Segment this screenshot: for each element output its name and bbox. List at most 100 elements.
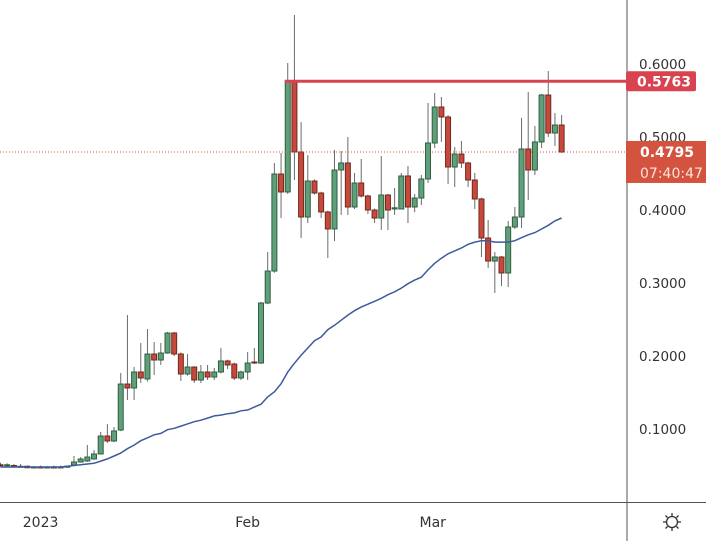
candle[interactable] [251, 347, 258, 365]
candle[interactable] [184, 354, 191, 376]
candle[interactable] [0, 462, 4, 467]
candle[interactable] [97, 431, 104, 455]
candle[interactable] [518, 118, 525, 229]
candle[interactable] [398, 172, 405, 210]
candle-body-down [404, 175, 411, 208]
candle[interactable] [411, 194, 418, 213]
candle-body-up [271, 173, 278, 272]
candle-body-up [144, 353, 151, 380]
candle[interactable] [157, 343, 164, 365]
candle[interactable] [371, 208, 378, 223]
candle-body-up [211, 371, 218, 378]
candle[interactable] [117, 373, 124, 432]
candle[interactable] [217, 347, 224, 374]
candle[interactable] [77, 457, 84, 463]
time-axis[interactable]: 2023 Feb Mar [23, 515, 446, 531]
candle[interactable] [298, 122, 305, 239]
candle[interactable] [244, 351, 251, 381]
candle[interactable] [551, 112, 558, 146]
candle[interactable] [431, 92, 438, 149]
candle[interactable] [425, 102, 432, 183]
candle-body-up [531, 141, 538, 171]
candle[interactable] [104, 424, 111, 444]
sun-icon[interactable] [663, 513, 681, 531]
resistance-price-tag: 0.5763 [626, 71, 696, 92]
candle-body-down [231, 363, 238, 379]
candle-body-down [498, 256, 505, 274]
candle[interactable] [404, 165, 411, 223]
candle-body-down [311, 180, 318, 194]
candle-body-down [291, 80, 298, 153]
candle[interactable] [378, 155, 385, 231]
candle-body-down [371, 209, 378, 219]
candle-body-up [244, 362, 251, 373]
candle[interactable] [131, 367, 138, 401]
candle[interactable] [171, 331, 178, 356]
candle[interactable] [124, 314, 131, 401]
candle[interactable] [451, 147, 458, 188]
candle[interactable] [144, 328, 151, 382]
candle[interactable] [438, 96, 445, 142]
candle[interactable] [358, 158, 365, 198]
candle[interactable] [271, 162, 278, 273]
candle[interactable] [511, 207, 518, 229]
candle-body-down [438, 106, 445, 118]
candle-body-down [191, 366, 198, 381]
candle[interactable] [291, 15, 298, 180]
price-tick-label: 0.6000 [639, 57, 686, 73]
candle[interactable] [558, 115, 565, 154]
candle[interactable] [84, 444, 91, 462]
time-tick-label: Mar [419, 515, 446, 531]
candle[interactable] [538, 93, 545, 149]
candle[interactable] [237, 370, 244, 381]
candle[interactable] [231, 362, 238, 381]
candle[interactable] [491, 251, 498, 294]
candle-body-up [284, 80, 291, 193]
candle[interactable] [478, 197, 485, 258]
candle[interactable] [111, 427, 118, 443]
candle-body-up [184, 366, 191, 375]
candle-body-up [197, 371, 204, 381]
candle[interactable] [531, 125, 538, 176]
candle-body-down [224, 360, 231, 366]
candle[interactable] [151, 341, 158, 375]
candle[interactable] [264, 251, 271, 305]
candle-body-down [458, 153, 465, 164]
candle[interactable] [211, 367, 218, 381]
candle[interactable] [137, 343, 144, 384]
candle[interactable] [91, 450, 98, 460]
candle[interactable] [384, 193, 391, 231]
candle[interactable] [338, 151, 345, 215]
candle[interactable] [197, 364, 204, 384]
candle[interactable] [364, 194, 371, 215]
candle[interactable] [471, 172, 478, 209]
candle[interactable] [191, 366, 198, 384]
candle[interactable] [505, 221, 512, 288]
resistance-price-label: 0.5763 [637, 74, 691, 90]
candle[interactable] [418, 175, 425, 206]
candle[interactable] [304, 155, 311, 223]
candle[interactable] [324, 210, 331, 259]
candle-body-down [151, 353, 158, 361]
candle[interactable] [278, 152, 285, 219]
candle[interactable] [164, 331, 171, 354]
candle[interactable] [445, 115, 452, 185]
candle[interactable] [498, 255, 505, 286]
candle[interactable] [224, 359, 231, 369]
candle[interactable] [311, 179, 318, 195]
candle[interactable] [318, 191, 325, 219]
candle[interactable] [465, 161, 472, 188]
candle-body-up [304, 180, 311, 218]
candle[interactable] [485, 220, 492, 269]
candle[interactable] [344, 137, 351, 215]
candle[interactable] [258, 301, 265, 365]
candle[interactable] [351, 172, 358, 209]
candle[interactable] [204, 364, 211, 381]
candle[interactable] [331, 149, 338, 242]
candle[interactable] [391, 188, 398, 215]
candle[interactable] [458, 141, 465, 169]
candle[interactable] [525, 92, 532, 200]
candle[interactable] [177, 352, 184, 381]
